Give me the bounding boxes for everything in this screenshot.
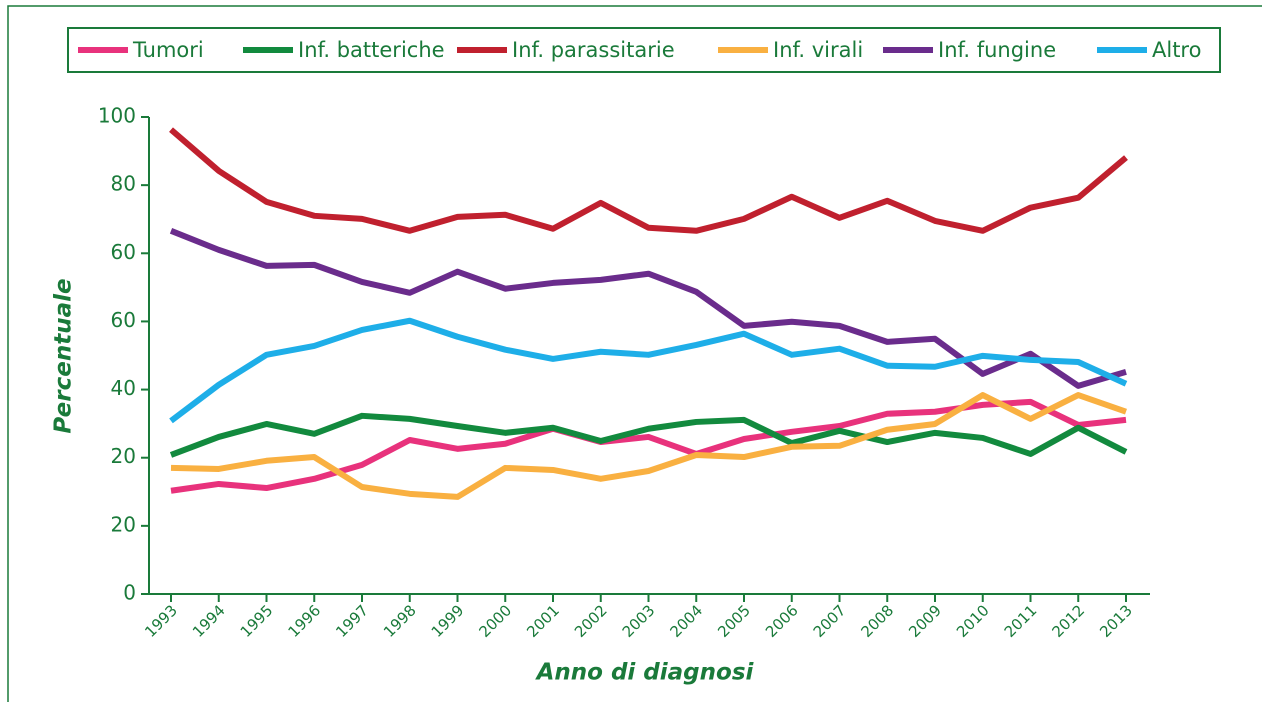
legend-label: Inf. parassitarie (512, 38, 675, 62)
x-tick-label: 1997 (332, 601, 372, 641)
x-tick-label: 2005 (714, 601, 754, 641)
x-tick-label: 2000 (476, 601, 516, 641)
x-tick-label: 2009 (905, 601, 945, 641)
line-series (169, 412, 1128, 458)
x-axis-title: Anno di diagnosi (535, 660, 755, 686)
y-tick-label: 20 (111, 444, 136, 468)
y-tick-label: 60 (111, 240, 136, 264)
legend-label: Inf. fungine (938, 38, 1056, 62)
line-series (170, 398, 1127, 494)
x-tick-label: 1999 (428, 601, 468, 641)
legend-label: Inf. virali (773, 38, 863, 62)
line-series (170, 392, 1127, 500)
y-tick-label: 60 (111, 308, 136, 332)
legend-label: Inf. batteriche (298, 38, 445, 62)
x-tick-label: 1995 (237, 601, 277, 641)
x-tick-label: 1994 (189, 601, 229, 641)
x-tick-label: 2007 (810, 601, 850, 641)
legend-label: Tumori (132, 38, 204, 62)
y-axis-title: Percentuale (51, 278, 77, 433)
x-tick-label: 2006 (762, 601, 802, 641)
x-tick-label: 1996 (285, 601, 325, 641)
x-tick-label: 2001 (523, 601, 563, 641)
x-tick-label: 1998 (380, 601, 420, 641)
x-tick-label: 1993 (141, 601, 181, 641)
line-series (169, 228, 1127, 389)
y-tick-label: 100 (98, 104, 136, 128)
x-tick-label: 2012 (1049, 601, 1089, 641)
y-tick-label: 0 (123, 581, 136, 605)
x-tick-label: 2003 (619, 601, 659, 641)
legend-box (67, 27, 1221, 73)
x-tick-label: 2010 (953, 601, 993, 641)
line-series (169, 127, 1128, 234)
y-tick-label: 40 (111, 376, 136, 400)
legend-label: Altro (1152, 38, 1201, 62)
x-tick-label: 2008 (858, 601, 898, 641)
x-tick-label: 2002 (571, 601, 611, 641)
x-tick-label: 2004 (667, 601, 707, 641)
x-tick-label: 2011 (1001, 601, 1041, 641)
frame (7, 5, 1262, 702)
y-tick-label: 80 (111, 172, 136, 196)
x-tick-label: 2013 (1096, 601, 1136, 641)
y-tick-label: 20 (111, 512, 136, 536)
line-series (169, 317, 1128, 424)
